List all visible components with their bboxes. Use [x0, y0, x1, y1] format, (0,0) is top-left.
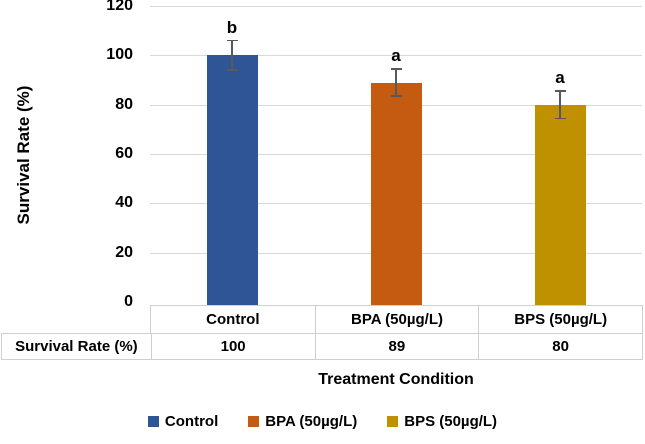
y-tick-label: 0: [124, 293, 133, 310]
data-table-column-header: BPS (50µg/L): [478, 306, 642, 333]
legend-swatch-icon: [147, 416, 159, 427]
legend-label: Control: [164, 413, 219, 430]
y-tick-label: 60: [115, 145, 133, 162]
y-tick-label: 40: [115, 194, 133, 212]
y-tick-label: 80: [115, 95, 133, 113]
legend-swatch-icon: [248, 416, 260, 427]
error-bar-cap: [226, 39, 238, 42]
data-table-value-cell: 80: [478, 334, 642, 359]
data-table-column-header: BPA (50µg/L): [314, 306, 479, 333]
data-table-value-cell: 89: [314, 334, 479, 359]
error-bar-cap: [390, 68, 402, 70]
error-bar: [395, 68, 397, 96]
y-tick-label: 20: [115, 243, 133, 261]
y-axis-title: Survival Rate (%): [14, 85, 33, 225]
legend-item: BPS (50µg/L): [387, 413, 497, 430]
y-tick-label: 120: [106, 0, 133, 14]
gridline: [150, 55, 642, 57]
significance-letter: b: [226, 17, 238, 37]
bar: [534, 104, 586, 305]
data-table-row-label: Survival Rate (%): [15, 338, 138, 355]
legend: Control BPA (50µg/L) BPS (50µg/L): [0, 413, 645, 430]
legend-label: BPA (50µg/L): [265, 413, 358, 430]
data-table-value-row: Survival Rate (%) 100 89 80: [1, 333, 643, 360]
legend-swatch-icon: [387, 416, 399, 427]
data-table-value-cell: 100: [150, 334, 315, 359]
error-bar-cap: [390, 95, 402, 97]
error-bar: [559, 91, 561, 119]
data-table-column-header: Control: [206, 311, 260, 328]
error-bar: [231, 40, 233, 71]
significance-letter: a: [391, 45, 401, 65]
y-tick-label: 100: [106, 46, 133, 64]
error-bar-cap: [554, 117, 566, 119]
gridline: [150, 6, 642, 7]
bar: [370, 82, 422, 305]
legend-item: Control: [147, 413, 219, 430]
error-bar-cap: [554, 90, 566, 92]
error-bar-cap: [226, 69, 238, 71]
x-axis-title: Treatment Condition: [318, 371, 474, 388]
significance-letter: a: [555, 68, 565, 88]
legend-item: BPA (50µg/L): [248, 413, 357, 430]
bar: [206, 55, 258, 305]
data-table-header-row: Control BPA (50µg/L) BPS (50µg/L): [150, 305, 643, 333]
legend-label: BPS (50µg/L): [404, 413, 498, 430]
